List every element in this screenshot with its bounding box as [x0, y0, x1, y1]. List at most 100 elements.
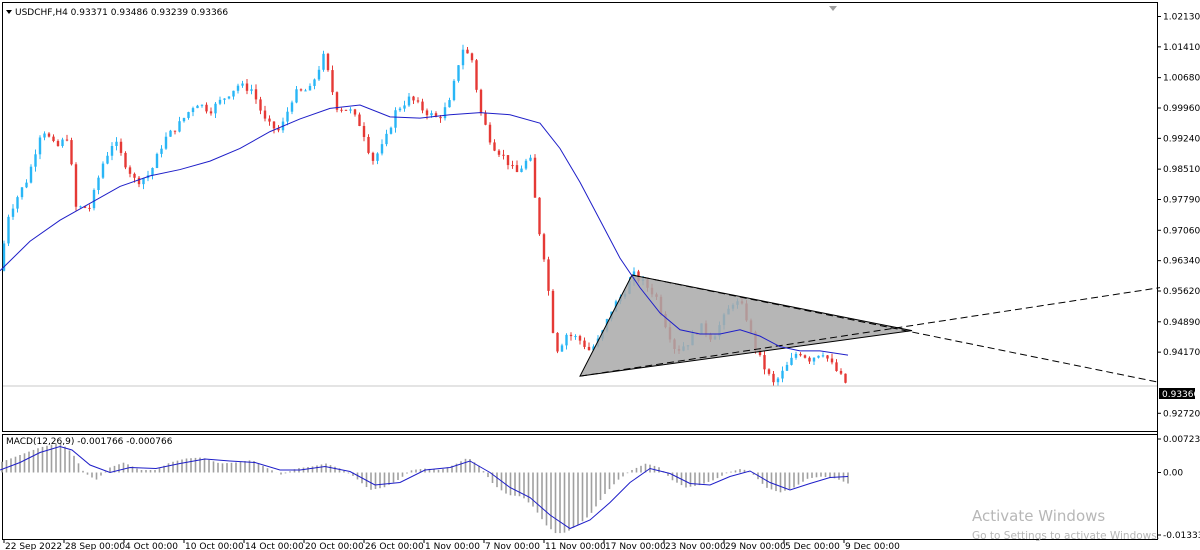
price-axis-label: 0.98510: [1163, 165, 1200, 175]
candle-body: [412, 96, 415, 101]
time-axis-label: 29 Nov 00:00: [725, 542, 786, 550]
candle-body: [173, 130, 177, 132]
macd-header: MACD(12,26,9) -0.001766 -0.000766: [6, 437, 173, 447]
candle-body: [358, 114, 361, 126]
price-axis-label: 0.99960: [1163, 104, 1200, 114]
candle-body: [830, 358, 834, 363]
candle-body: [529, 157, 532, 161]
candle-body: [110, 146, 114, 156]
candle-body: [223, 98, 226, 100]
candle-body: [322, 53, 325, 70]
candle-body: [263, 110, 267, 119]
candle-body: [106, 155, 109, 164]
macd-axis: 0.007232 0.00 -0.013335: [1157, 435, 1200, 541]
candle-body: [200, 104, 204, 106]
candle-body: [160, 148, 163, 154]
price-axis-label: 0.99240: [1163, 134, 1200, 144]
candle-body: [421, 101, 424, 111]
candle-body: [227, 96, 231, 99]
candle-body: [299, 89, 303, 91]
candle-body: [776, 378, 780, 383]
candle-body: [218, 99, 222, 104]
candle-body: [407, 96, 411, 106]
triangle-pattern: [579, 274, 913, 377]
candle-body: [65, 139, 69, 141]
macd-signal-line: [0, 445, 849, 530]
candle-body: [484, 112, 487, 125]
time-axis-label: 1 Nov 00:00: [425, 542, 480, 550]
candle-body: [808, 357, 811, 362]
price-axis-label: 0.92720: [1163, 409, 1200, 419]
candle-body: [295, 89, 298, 103]
candle-body: [524, 160, 528, 169]
candle-body: [551, 290, 555, 333]
candle-body: [74, 164, 78, 207]
candle-body: [349, 109, 352, 111]
candle-body: [448, 100, 451, 108]
candle-body: [389, 127, 393, 134]
candle-body: [335, 92, 339, 110]
candle-body: [43, 133, 46, 138]
candle-body: [353, 109, 357, 115]
candle-body: [115, 141, 118, 147]
candle-body: [493, 142, 496, 151]
candle-body: [214, 103, 217, 114]
candle-body: [164, 136, 168, 149]
price-axis-label: 0.94170: [1163, 348, 1200, 358]
candle-body: [340, 109, 343, 111]
time-axis-label: 11 Nov 00:00: [545, 542, 606, 550]
candle-body: [376, 153, 379, 161]
candle-body: [344, 109, 348, 111]
candle-body: [83, 206, 87, 208]
candle-body: [88, 207, 91, 209]
current-price-tag: [1159, 388, 1195, 399]
candle-body: [308, 85, 312, 91]
candle-body: [209, 111, 213, 114]
candle-body: [380, 144, 384, 154]
candle-body: [133, 173, 136, 178]
time-axis-label: 10 Oct 00:00: [185, 542, 244, 550]
candle-body: [803, 355, 807, 358]
candle-body: [547, 259, 550, 291]
time-axis-label: 23 Nov 00:00: [665, 542, 726, 550]
candle-body: [7, 216, 10, 244]
candle-body: [272, 121, 276, 129]
candle-body: [430, 113, 433, 116]
candle-body: [758, 348, 762, 356]
chart-shift-marker-icon[interactable]: [829, 6, 837, 11]
candle-body: [812, 357, 816, 362]
candle-body: [313, 79, 316, 86]
candle-body: [574, 336, 577, 338]
candle-body: [97, 177, 100, 191]
macd-axis-label: 0.007232: [1163, 435, 1200, 445]
candle-body: [835, 362, 838, 371]
time-axis-label: 20 Oct 00:00: [305, 542, 364, 550]
time-axis-label: 28 Sep 00:00: [65, 542, 125, 550]
candle-body: [592, 346, 595, 351]
candle-body: [470, 53, 474, 61]
candle-body: [92, 190, 96, 209]
candle-body: [232, 90, 235, 97]
candle-body: [520, 168, 523, 173]
candle-body: [416, 100, 420, 102]
candle-body: [488, 124, 492, 143]
candle-body: [29, 166, 33, 183]
price-overlays: [0, 104, 1161, 387]
candle-body: [425, 110, 429, 116]
candle-body: [259, 99, 262, 111]
candle-body: [11, 208, 15, 217]
macd-indicator: [0, 442, 849, 534]
candle-body: [781, 370, 784, 379]
symbol-dropdown-icon[interactable]: [6, 10, 12, 14]
candle-body: [47, 133, 51, 137]
time-axis-label: 7 Nov 00:00: [485, 542, 540, 550]
candle-body: [245, 83, 249, 91]
candle-body: [2, 243, 6, 271]
candle-body: [326, 53, 330, 71]
price-axis-label: 0.97790: [1163, 196, 1200, 206]
candle-body: [304, 90, 307, 92]
candle-body: [79, 206, 82, 208]
candle-body: [826, 355, 829, 359]
trendline-upper: [631, 274, 1161, 383]
